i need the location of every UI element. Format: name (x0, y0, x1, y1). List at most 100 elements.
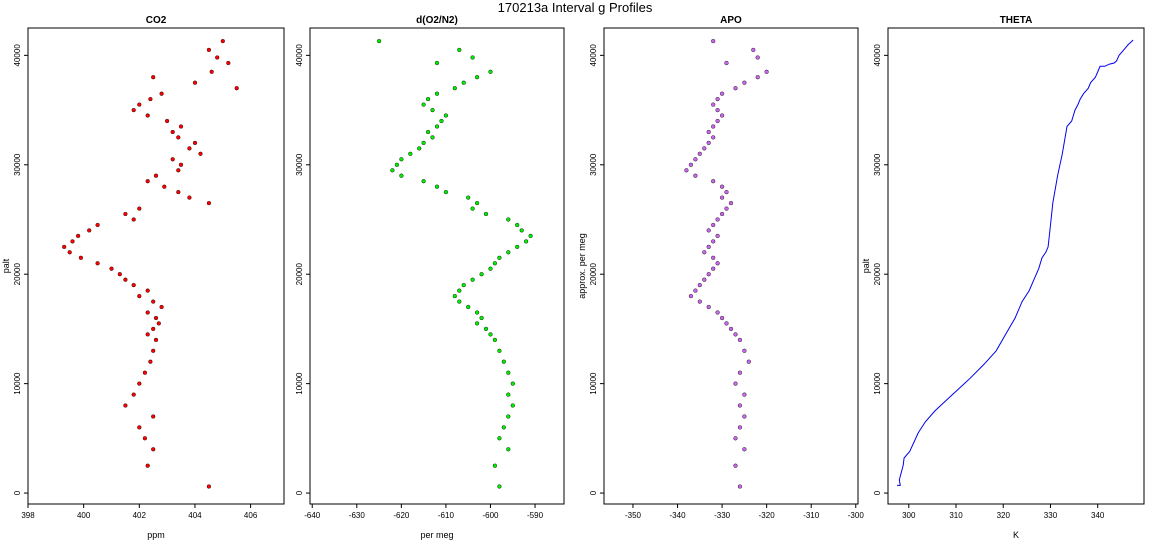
data-point (131, 283, 136, 288)
y-tick-label: 20000 (589, 263, 598, 286)
y-tick-label: 10000 (13, 372, 22, 395)
data-point (715, 310, 720, 315)
data-point (176, 168, 181, 173)
y-axis-label: palt (1, 258, 11, 273)
data-point (170, 129, 175, 135)
data-point (215, 55, 220, 60)
y-tick-label: 30000 (873, 153, 882, 176)
data-point (123, 403, 128, 408)
data-point (528, 233, 533, 238)
data-point (137, 381, 142, 386)
data-point (151, 75, 156, 80)
y-axis-label: approx. per meg (577, 233, 587, 299)
data-point (711, 266, 716, 271)
data-point (711, 179, 716, 184)
data-point (421, 179, 426, 184)
data-point (153, 173, 159, 178)
x-axis-label: K (1013, 530, 1019, 540)
panel-apo: APO approx. per meg -350 -340 -330 -320 -310 -3… (577, 15, 864, 520)
data-point (711, 38, 716, 44)
data-point (519, 228, 524, 233)
x-tick-label: -340 (670, 511, 687, 520)
data-point (711, 222, 716, 228)
data-point (452, 294, 457, 299)
data-point (159, 91, 164, 96)
y-tick-label: 0 (589, 490, 598, 495)
data-point (706, 228, 711, 233)
data-point (711, 124, 716, 129)
plot-frame (603, 27, 859, 505)
data-point (688, 162, 693, 167)
x-tick-label: 398 (21, 511, 35, 520)
x-tick-label: -640 (304, 511, 321, 520)
data-point (394, 162, 399, 167)
data-point (733, 381, 738, 386)
data-point (688, 294, 693, 299)
data-point (510, 381, 515, 386)
data-point (145, 113, 150, 118)
data-point (506, 447, 511, 452)
data-point (733, 86, 738, 91)
data-point (434, 91, 440, 96)
panel-co2: CO2 ppm palt 398 400 402 404 406 0 10000 20000 3000… (1, 15, 285, 540)
data-point (192, 80, 198, 85)
data-point (719, 195, 725, 200)
data-point (742, 80, 747, 85)
data-point (737, 337, 742, 342)
data-point (483, 211, 489, 217)
data-point (123, 211, 128, 217)
data-point (176, 135, 181, 140)
data-point (742, 447, 747, 452)
data-point (733, 436, 738, 441)
series-line (897, 39, 1134, 486)
data-point (443, 113, 448, 118)
data-point (737, 403, 742, 408)
data-point (220, 38, 225, 44)
data-point (693, 173, 698, 178)
data-point (719, 211, 725, 217)
data-point (702, 146, 707, 151)
data-point (145, 463, 150, 468)
data-point (755, 75, 760, 80)
data-point (170, 157, 175, 162)
data-point (153, 315, 159, 321)
data-point (430, 135, 435, 140)
data-point (95, 261, 100, 266)
x-axis-label: ppm (147, 530, 165, 540)
data-point (506, 250, 511, 255)
data-point (457, 288, 462, 293)
y-axis-label: palt (861, 258, 871, 273)
data-point (742, 348, 747, 353)
data-point (715, 118, 720, 124)
data-point (377, 38, 382, 44)
data-point (390, 168, 395, 173)
data-point (87, 228, 92, 233)
data-point (151, 414, 156, 419)
data-point (78, 255, 83, 260)
data-point (706, 129, 711, 135)
data-point (430, 107, 435, 113)
x-tick-label: -310 (803, 511, 820, 520)
data-point (145, 332, 150, 337)
data-point (488, 332, 493, 337)
data-point (178, 124, 184, 129)
data-point (497, 255, 502, 260)
plot-frame (887, 27, 1145, 505)
data-point (466, 195, 471, 200)
data-point (162, 184, 167, 189)
data-point (515, 222, 520, 228)
data-point (95, 222, 100, 228)
data-point (434, 124, 440, 129)
data-point (399, 157, 404, 162)
data-point (479, 272, 484, 277)
data-point (226, 60, 231, 66)
data-point (492, 337, 497, 342)
y-tick-label: 0 (13, 490, 22, 495)
data-point (192, 140, 198, 145)
data-point (234, 86, 239, 91)
y-tick-label: 20000 (873, 263, 882, 286)
data-point (737, 370, 742, 375)
data-point (137, 425, 142, 430)
